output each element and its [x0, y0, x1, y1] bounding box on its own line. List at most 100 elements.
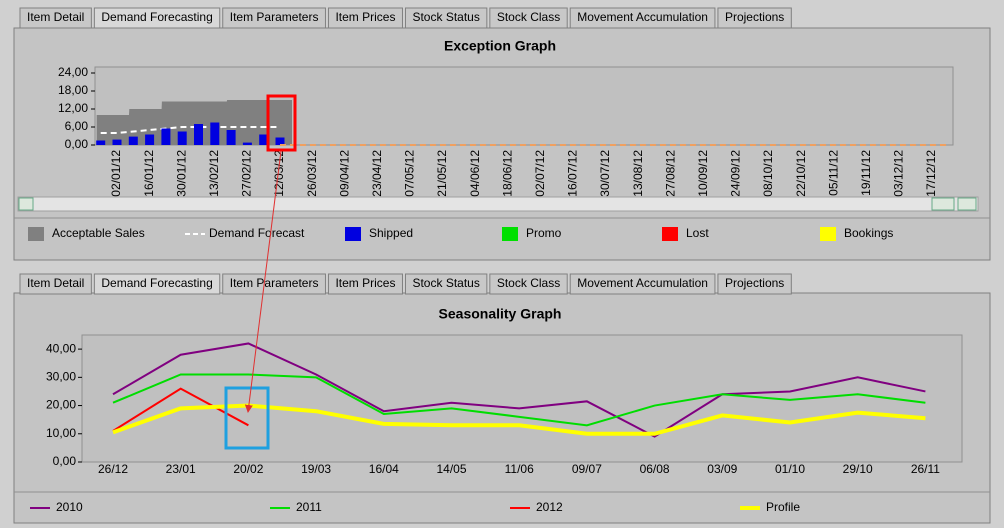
- x-tick-label: 22/10/12: [794, 150, 808, 197]
- y-tick-label: 10,00: [46, 426, 76, 440]
- x-tick-label: 05/11/12: [826, 150, 840, 196]
- tab[interactable]: [569, 7, 716, 29]
- legend-label: 2011: [296, 500, 322, 514]
- tab-label[interactable]: Projections: [725, 276, 784, 290]
- x-tick-label: 11/06: [505, 462, 534, 476]
- tab-label[interactable]: Stock Status: [412, 10, 479, 24]
- tab-label[interactable]: Demand Forecasting: [101, 276, 212, 290]
- x-tick-label: 16/01/12: [142, 150, 156, 197]
- y-tick-label: 20,00: [46, 398, 76, 412]
- tab[interactable]: [717, 7, 792, 29]
- scroll-thumb[interactable]: [931, 197, 955, 211]
- legend-label: Demand Forecast: [209, 226, 305, 240]
- legend-swatch: [662, 227, 678, 241]
- scroll-right[interactable]: [957, 197, 977, 211]
- x-tick-label: 02/07/12: [533, 150, 547, 197]
- bar: [177, 131, 187, 145]
- legend-label: 2010: [56, 500, 83, 514]
- x-tick-label: 27/02/12: [240, 150, 254, 197]
- x-tick-label: 03/12/12: [892, 150, 906, 197]
- bar: [112, 139, 122, 145]
- x-tick-label: 09/07: [572, 462, 602, 476]
- tab[interactable]: [327, 7, 403, 29]
- tab[interactable]: [489, 273, 568, 295]
- x-tick-label: 08/10/12: [761, 150, 775, 197]
- tab-label[interactable]: Item Detail: [27, 276, 84, 290]
- x-tick-label: 01/10: [775, 462, 805, 476]
- tab[interactable]: [222, 273, 326, 295]
- line: [112, 373, 926, 427]
- x-tick-label: 07/05/12: [403, 150, 417, 197]
- tab-label[interactable]: Stock Class: [497, 10, 560, 24]
- tab-label[interactable]: Stock Class: [497, 276, 560, 290]
- tab[interactable]: [404, 7, 488, 29]
- tab-label[interactable]: Stock Status: [412, 276, 479, 290]
- tab-label[interactable]: Item Parameters: [230, 276, 319, 290]
- x-tick-label: 16/04: [369, 462, 399, 476]
- bar: [226, 130, 236, 145]
- tab[interactable]: [327, 273, 403, 295]
- tab[interactable]: [717, 273, 792, 295]
- x-tick-label: 30/01/12: [174, 150, 188, 197]
- x-tick-label: 26/03/12: [305, 150, 319, 197]
- legend-swatch: [502, 227, 518, 241]
- tab-label[interactable]: Movement Accumulation: [577, 10, 708, 24]
- bar: [145, 134, 155, 145]
- tab[interactable]: [93, 273, 221, 295]
- x-tick-label: 02/01/12: [109, 150, 123, 197]
- scroll-left[interactable]: [18, 197, 34, 211]
- x-tick-label: 03/09: [707, 462, 737, 476]
- tab-label[interactable]: Item Prices: [335, 10, 395, 24]
- tab-label[interactable]: Movement Accumulation: [577, 276, 708, 290]
- legend-label: Shipped: [369, 226, 413, 240]
- tab-label[interactable]: Item Prices: [335, 276, 395, 290]
- marks: Item Detail Demand Forecasting Item Parame…: [19, 7, 949, 514]
- tab-label[interactable]: Item Parameters: [230, 10, 319, 24]
- x-tick-label: 12/03/12: [272, 150, 286, 197]
- y-tick-label: 24,00: [58, 65, 88, 79]
- bar: [259, 134, 269, 145]
- legend-label: 2012: [536, 500, 563, 514]
- x-tick-label: 21/05/12: [435, 150, 449, 197]
- x-tick-label: 14/05: [436, 462, 466, 476]
- chart-title: Exception Graph: [444, 38, 556, 54]
- tab-label[interactable]: Projections: [725, 10, 784, 24]
- x-tick-label: 24/09/12: [729, 150, 743, 197]
- x-tick-label: 30/07/12: [598, 150, 612, 197]
- bar: [128, 136, 138, 145]
- bar: [242, 142, 252, 145]
- tab[interactable]: [93, 7, 221, 29]
- arrow: [244, 150, 282, 413]
- tab-label[interactable]: Demand Forecasting: [101, 10, 212, 24]
- x-tick-label: 09/04/12: [337, 150, 351, 197]
- bar: [96, 140, 106, 145]
- legend-label: Promo: [526, 226, 562, 240]
- y-tick-label: 0,00: [53, 454, 77, 468]
- chart-title: Seasonality Graph: [439, 306, 562, 322]
- tab[interactable]: [404, 273, 488, 295]
- area: [96, 100, 292, 145]
- y-tick-label: 18,00: [58, 83, 88, 97]
- highlight-box: [224, 386, 270, 450]
- tab[interactable]: [489, 7, 568, 29]
- bar: [161, 128, 171, 145]
- y-tick-label: 40,00: [46, 341, 76, 355]
- tab[interactable]: [19, 7, 92, 29]
- tab[interactable]: [222, 7, 326, 29]
- x-tick-label: 13/08/12: [631, 150, 645, 197]
- tab[interactable]: [19, 273, 92, 295]
- x-tick-label: 10/09/12: [696, 150, 710, 197]
- bar: [275, 137, 285, 145]
- x-tick-label: 13/02/12: [207, 150, 221, 197]
- x-tick-label: 29/10: [843, 462, 873, 476]
- plot-area: [81, 334, 963, 463]
- tab[interactable]: [569, 273, 716, 295]
- scrollbar[interactable]: [17, 196, 979, 212]
- x-tick-label: 19/11/12: [859, 150, 873, 196]
- x-tick-label: 27/08/12: [663, 150, 677, 197]
- tab-label[interactable]: Item Detail: [27, 10, 84, 24]
- x-tick-label: 17/12/12: [924, 150, 938, 197]
- x-tick-label: 06/08: [640, 462, 670, 476]
